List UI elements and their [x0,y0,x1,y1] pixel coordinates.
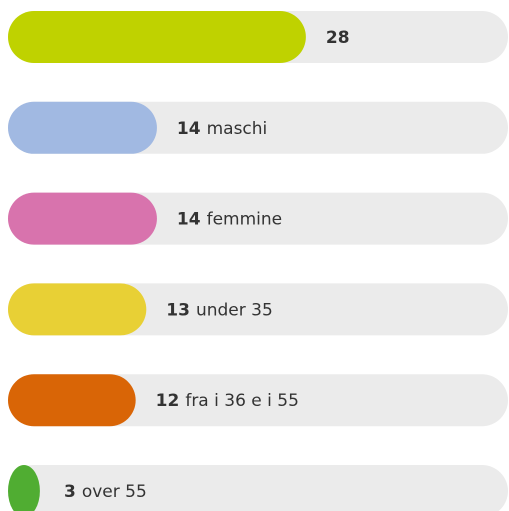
category-label: femmine [207,210,283,230]
value-label: 14 [177,119,201,139]
value-label: 14 [177,210,201,230]
bar-label: 14 maschi [177,119,267,139]
value-label: 13 [166,300,190,320]
category-label: fra i 36 e i 55 [185,391,299,411]
bar-label: 28 [326,28,350,48]
bar [8,283,147,336]
track [8,374,508,427]
bar-label: 14 femmine [177,210,282,230]
bar-label: 13 under 35 [166,300,272,320]
bar [8,192,157,245]
value-label: 28 [326,28,350,48]
category-label: maschi [207,119,268,139]
category-label: over 55 [82,482,147,502]
track [8,465,508,511]
bar-label: 3 over 55 [64,482,147,502]
value-label: 12 [156,391,180,411]
bar [8,11,306,63]
bar [8,101,157,154]
category-label: under 35 [196,300,273,320]
bar-label: 12 fra i 36 e i 55 [156,391,299,411]
bar [8,374,136,427]
bar [8,465,40,511]
value-label: 3 [64,482,76,502]
